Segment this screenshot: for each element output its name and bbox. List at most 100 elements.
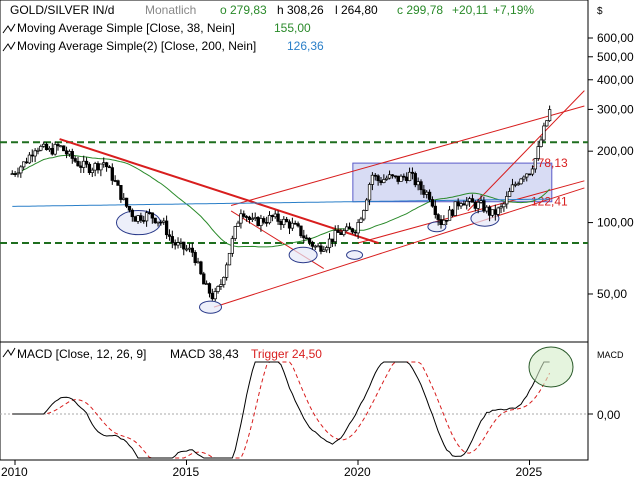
candle-body [447,209,452,221]
candle-body [67,151,72,155]
ma2-icon [2,41,16,52]
macd-axis-title: MACD [597,350,624,360]
candle-body [319,245,323,252]
candle-body [42,143,46,147]
candle-body [339,232,343,235]
candle-body [227,252,232,266]
candle-body [282,218,286,226]
candle-body [276,213,280,222]
candle-body [82,160,86,168]
candle-body [242,213,246,217]
lower-channel-line [213,187,585,308]
ma1-value: 155,00 [274,21,311,35]
close-value: c 299,78 [397,3,443,17]
candle-body [133,216,137,222]
candle-body [470,198,475,203]
candle-body [539,139,543,147]
candle-body [419,181,423,191]
price-tick-label: 600,00 [597,31,634,45]
ma2-value: 126,36 [287,39,324,53]
year-tick-label: 2015 [173,465,200,479]
candle-body [39,145,43,151]
candle-body [144,212,149,222]
candle-body [465,200,469,206]
open-value: o 279,83 [220,3,267,17]
candle-body [216,286,220,292]
candle-body [422,189,426,195]
candle-body [233,226,237,239]
candle-body [53,144,57,155]
price-axis: 600,00 500,00 400,00 300,00 200,00 100,00 50,0… [588,31,634,301]
downtrend-line [59,138,379,244]
ma38-line [12,154,550,248]
candle-body [102,162,106,165]
candle-body [44,143,49,151]
candle-body [59,145,63,148]
candle-body [325,247,329,251]
candle-body [310,241,315,247]
candle-body [402,175,406,178]
candle-body [279,221,283,226]
price-tick-label: 100,00 [597,216,634,230]
macd-icon [2,347,16,358]
candle-body [496,207,500,215]
candle-body [427,191,432,200]
candle-body [62,145,66,152]
low-value: l 264,80 [335,3,378,17]
candle-body [73,158,77,162]
candle-body [353,231,357,234]
candle-body [184,248,189,251]
candle-body [493,209,497,215]
candle-body [396,175,400,182]
candle-body [87,163,92,173]
candle-body [370,174,375,185]
candle-body [256,217,260,227]
candle-body [462,203,466,206]
candle-body [153,217,157,224]
macd-series [0,346,588,459]
candle-body [93,163,97,171]
candle-body [407,171,412,182]
candle-body [13,173,17,176]
candle-body [425,191,429,195]
instrument-name: GOLD/SILVER IN/d [10,3,114,17]
year-tick-label: 2020 [344,465,371,479]
candle-body [505,196,509,205]
candle-body [90,169,94,173]
candle-body [450,209,455,216]
candle-body [399,175,403,182]
candle-body [307,237,312,243]
candle-body [36,149,40,152]
candle-body [176,242,180,246]
candle-body [507,191,512,197]
candle-body [207,283,212,294]
candle-body [22,161,26,168]
candle-body [336,230,340,233]
upper-level-label: 178,13 [531,156,568,170]
candle-body [510,184,515,192]
candle-body [16,172,20,175]
candle-body [122,197,126,200]
candle-body [502,203,506,208]
ma1-label: Moving Average Simple [Close, 38, Nein] [17,21,235,35]
trigger-value: Trigger 24,50 [251,347,322,361]
candle-body [302,235,306,239]
candle-body [250,218,255,220]
currency-symbol: $ [597,6,603,17]
candle-body [547,109,552,122]
candle-body [127,205,132,211]
low-marker [288,246,318,264]
candle-body [104,162,109,168]
candle-body [456,201,460,207]
candle-body [473,201,477,209]
candle-body [530,168,535,175]
candle-body [236,222,240,227]
candle-body [273,213,277,218]
candle-body [167,234,172,237]
candle-body [490,209,495,216]
candle-body [84,160,89,165]
candle-body [365,199,369,211]
macd-value: MACD 38,43 [170,347,239,361]
ma1-icon [2,23,16,34]
